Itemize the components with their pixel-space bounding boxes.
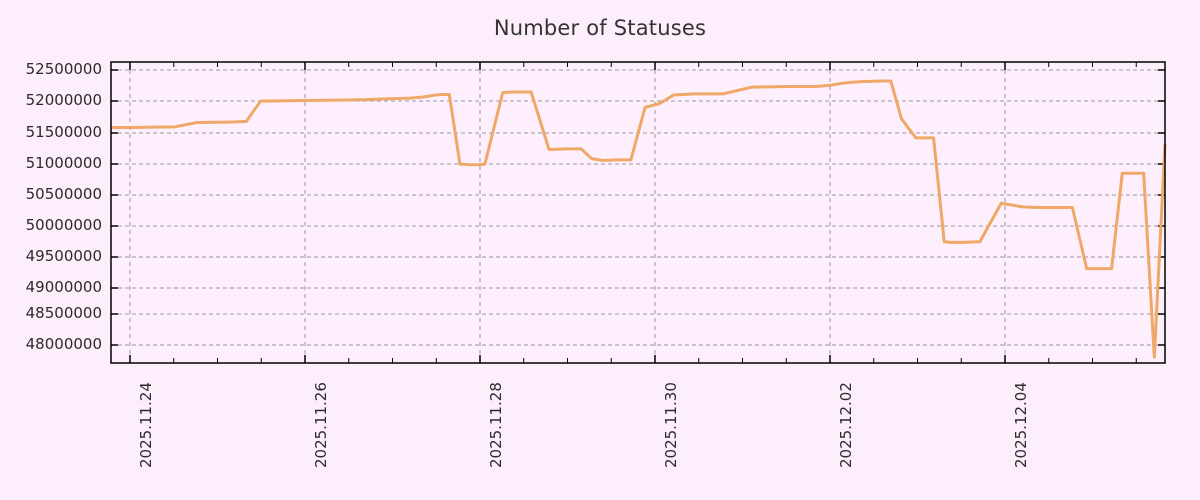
y-axis-tick-label: 51000000 bbox=[25, 154, 102, 172]
y-axis-tick-label: 50000000 bbox=[25, 216, 102, 234]
x-axis-tick-label: 2025.11.28 bbox=[487, 382, 505, 468]
x-axis-tick-label: 2025.12.02 bbox=[837, 382, 855, 468]
x-axis-tick-label: 2025.11.26 bbox=[312, 382, 330, 468]
x-axis-minor-ticks bbox=[173, 62, 1137, 363]
vertical-gridlines bbox=[129, 62, 1006, 363]
chart-title: Number of Statuses bbox=[493, 16, 707, 40]
y-axis-tick-label: 49000000 bbox=[25, 278, 102, 296]
y-axis-tick-label: 48000000 bbox=[25, 335, 102, 353]
data-series-line bbox=[111, 79, 1167, 359]
x-axis-tick-label: 2025.12.04 bbox=[1012, 382, 1030, 468]
y-axis-tick-label: 52000000 bbox=[25, 91, 102, 109]
y-axis-tick-label: 48500000 bbox=[25, 304, 102, 322]
y-axis-ticks bbox=[111, 69, 1165, 346]
y-axis-tick-label: 49500000 bbox=[25, 247, 102, 265]
y-axis-tick-label: 50500000 bbox=[25, 185, 102, 203]
y-axis-tick-label: 52500000 bbox=[25, 60, 102, 78]
x-axis-tick-label: 2025.11.30 bbox=[662, 382, 680, 468]
x-axis-major-ticks bbox=[129, 62, 1006, 363]
y-axis-tick-label: 51500000 bbox=[25, 123, 102, 141]
x-axis-tick-label: 2025.11.24 bbox=[137, 382, 155, 468]
plot-frame bbox=[110, 61, 1166, 364]
plot-background bbox=[111, 62, 1165, 363]
